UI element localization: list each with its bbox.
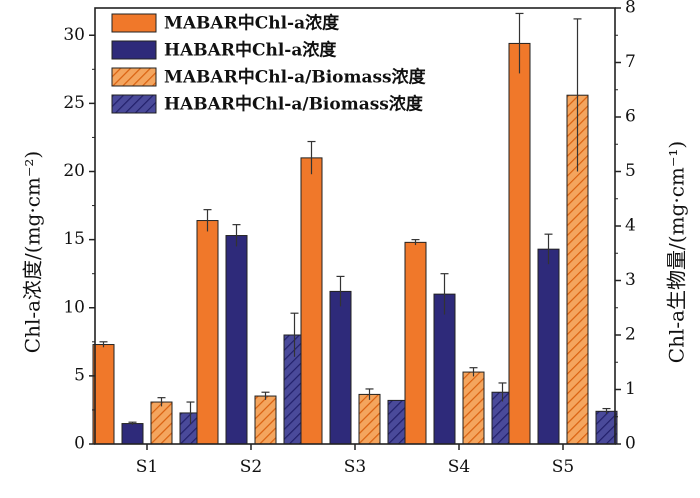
bar-2-s1 [121, 423, 144, 445]
y-tick-label-left: 25 [63, 93, 85, 113]
bar-3-s4 [462, 371, 485, 445]
ticks-layer: S1 S2 S3 S4 S5 0 5 10 15 20 25 30 0 1 2 3 4 5 6 7 8 [63, 0, 635, 477]
legend-label: HABAR中Chl-a浓度 [164, 40, 337, 61]
y-tick-label-left: 15 [63, 229, 85, 249]
bar-2-s5 [537, 248, 560, 445]
legend-label: MABAR中Chl-a/Biomass浓度 [164, 67, 427, 88]
x-tick-label: S2 [240, 457, 262, 477]
y-tick-label-right: 3 [625, 270, 636, 290]
legend-label: HABAR中Chl-a/Biomass浓度 [164, 94, 424, 115]
bar-3-s1 [150, 401, 173, 445]
y-tick-label-left: 5 [74, 365, 85, 385]
y-tick-label-right: 8 [625, 0, 636, 18]
y-tick-label-left: 30 [63, 25, 85, 45]
bar-1-s5 [508, 42, 531, 445]
x-tick-label: S5 [552, 457, 574, 477]
legend-swatch [111, 40, 157, 60]
y-tick-label-right: 2 [625, 325, 636, 345]
y-tick-label-left: 20 [63, 161, 85, 181]
legend-swatch [111, 13, 157, 33]
bar-2-s4 [433, 293, 456, 445]
x-tick-label: S1 [136, 457, 158, 477]
legend-label: MABAR中Chl-a浓度 [164, 13, 340, 34]
y-axis-title-right: Chl-a生物量/(mg·cm⁻¹) [665, 141, 689, 363]
legend-swatch [111, 67, 157, 87]
bar-3-s3 [358, 393, 381, 445]
y-tick-label-right: 6 [625, 107, 636, 127]
y-tick-label-right: 1 [625, 379, 636, 399]
y-tick-label-right: 0 [625, 434, 636, 454]
x-tick-label: S4 [448, 457, 470, 477]
bar-3-s2 [254, 395, 277, 445]
x-tick-label: S3 [344, 457, 366, 477]
bar-1-s2 [196, 220, 219, 445]
bar-2-s3 [329, 290, 352, 445]
y-tick-label-right: 7 [625, 52, 636, 72]
y-tick-label-right: 5 [625, 161, 636, 181]
y-tick-label-left: 10 [63, 297, 85, 317]
legend: MABAR中Chl-a浓度 HABAR中Chl-a浓度 MABAR中Chl-a/Bi… [111, 13, 427, 115]
bar-2-s2 [225, 235, 248, 445]
bar-1-s4 [404, 241, 427, 445]
y-tick-label-right: 4 [625, 216, 636, 236]
y-axis-title-left: Chl-a浓度/(mg·cm⁻²) [21, 151, 45, 353]
y-tick-label-left: 0 [74, 434, 85, 454]
bar-1-s1 [92, 344, 115, 445]
bar-4-s5 [595, 410, 618, 445]
legend-swatch [111, 94, 157, 114]
bar-1-s3 [300, 157, 323, 445]
